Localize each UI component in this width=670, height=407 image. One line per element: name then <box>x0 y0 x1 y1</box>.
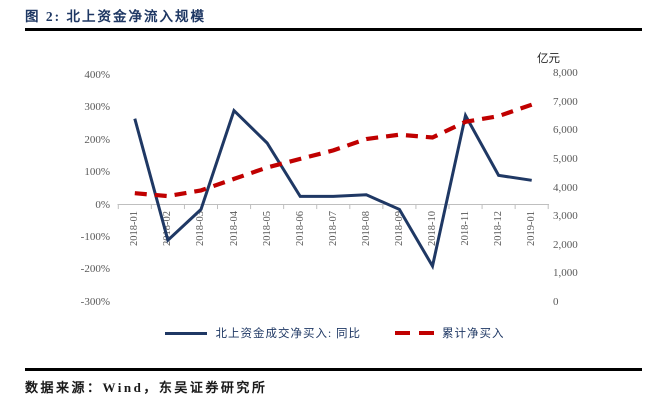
axis-tick-label: 8,000 <box>553 67 578 80</box>
x-axis-label: 2018-03 <box>195 211 207 246</box>
legend-item-secondary: 累计净买入 <box>395 325 505 341</box>
axis-tick-label: 7,000 <box>553 95 578 108</box>
dashed-line-swatch <box>395 331 435 335</box>
legend-label-secondary: 累计净买入 <box>442 328 505 340</box>
axis-tick-label: 300% <box>84 101 110 114</box>
footer-divider <box>25 368 642 371</box>
axis-tick-label: 2,000 <box>553 238 578 251</box>
axis-tick-label: -100% <box>80 230 110 243</box>
x-axis-label: 2018-04 <box>228 211 240 246</box>
right-axis-unit-label: 亿元 <box>537 53 560 65</box>
x-axis-label: 2018-09 <box>393 211 405 246</box>
x-axis-label: 2018-11 <box>460 211 472 246</box>
x-axis-label: 2018-10 <box>426 211 438 246</box>
axis-tick-label: 400% <box>84 69 110 81</box>
x-axis-label: 2018-06 <box>294 211 306 246</box>
figure-title: 图 2: 北上资金净流入规模 <box>25 9 206 24</box>
axis-tick-label: 200% <box>84 133 110 146</box>
legend-item-primary: 北上资金成交净买入: 同比 <box>165 325 361 341</box>
x-axis-label: 2018-01 <box>129 211 141 246</box>
axis-tick-label: 5,000 <box>553 152 578 165</box>
x-axis-label: 2018-05 <box>261 211 273 246</box>
data-source-note: 数据来源：Wind，东吴证券研究所 <box>25 380 268 395</box>
axis-tick-label: 100% <box>84 166 110 179</box>
axis-tick-label: -300% <box>80 295 110 308</box>
x-axis-label: 2018-07 <box>327 211 339 246</box>
axis-tick-label: 3,000 <box>553 210 578 223</box>
chart-legend: 北上资金成交净买入: 同比 累计净买入 <box>0 325 670 341</box>
title-divider <box>25 28 642 31</box>
axis-tick-label: 6,000 <box>553 124 578 137</box>
x-axis-label: 2018-08 <box>360 211 372 246</box>
axis-tick-label: 0% <box>95 198 110 211</box>
legend-label-primary: 北上资金成交净买入: 同比 <box>215 328 362 340</box>
x-axis-label: 2018-12 <box>493 211 505 246</box>
x-axis-label: 2018-02 <box>162 211 174 246</box>
axis-tick-label: 0 <box>553 295 559 308</box>
axis-tick-label: 4,000 <box>553 181 578 194</box>
axis-tick-label: 1,000 <box>553 267 578 280</box>
series-line-1 <box>134 102 533 199</box>
x-axis-label: 2019-01 <box>526 211 538 246</box>
axis-tick-label: -200% <box>80 263 110 276</box>
solid-line-swatch <box>165 331 208 335</box>
